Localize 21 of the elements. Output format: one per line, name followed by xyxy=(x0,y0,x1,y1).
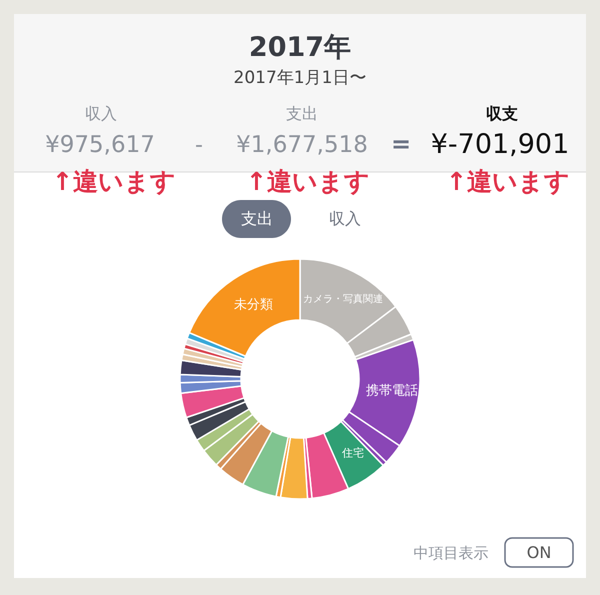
text: ↑違います xyxy=(52,167,176,196)
text: ¥1,677,518 xyxy=(236,132,368,158)
text: ↑違います xyxy=(446,167,570,196)
text: ON xyxy=(526,543,552,562)
chart-title: 2017年 xyxy=(248,32,352,63)
text: 収支 xyxy=(486,104,518,123)
slice-label: 未分類 xyxy=(234,298,273,313)
text: 収入 xyxy=(329,209,361,228)
text: 中項目表示 xyxy=(414,544,488,562)
text: 支出 xyxy=(241,209,273,228)
text: = xyxy=(390,130,412,158)
text: 収入 xyxy=(85,104,117,123)
text: ¥-701,901 xyxy=(430,129,570,160)
text: - xyxy=(195,133,203,158)
text: ¥975,617 xyxy=(45,132,155,158)
text: ↑違います xyxy=(246,167,370,196)
slice-label: カメラ・写真関連 xyxy=(302,292,383,305)
text: 支出 xyxy=(286,104,318,123)
slice-label: 携帯電話 xyxy=(366,383,418,398)
chart-subtitle: 2017年1月1日〜 xyxy=(234,68,366,88)
slice-label: 住宅 xyxy=(342,446,364,460)
